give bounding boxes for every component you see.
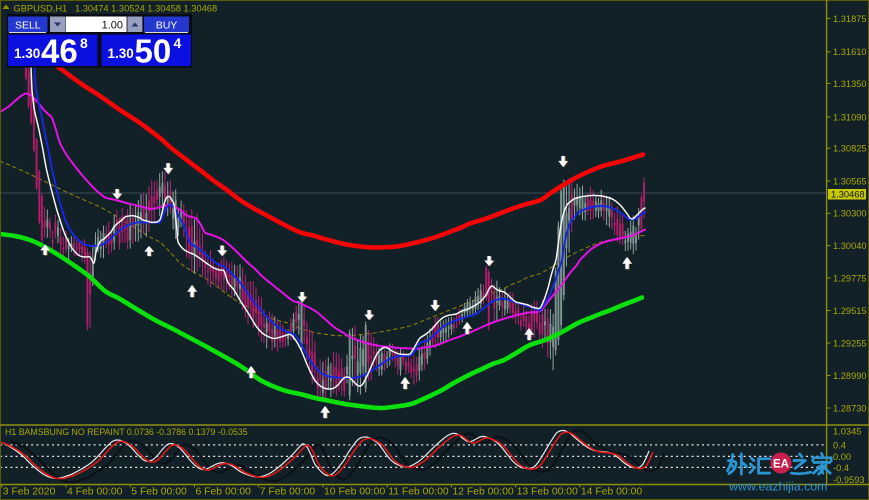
svg-text:1.31875: 1.31875 <box>833 14 867 24</box>
svg-text:4 Feb 00:00: 4 Feb 00:00 <box>67 487 123 498</box>
svg-text:1.29515: 1.29515 <box>833 306 867 316</box>
svg-text:11 Feb 00:00: 11 Feb 00:00 <box>388 487 449 498</box>
svg-text:1.30468: 1.30468 <box>831 190 865 200</box>
svg-text:1.28730: 1.28730 <box>833 403 867 413</box>
svg-text:0.00: 0.00 <box>833 452 851 462</box>
svg-text:7 Feb 00:00: 7 Feb 00:00 <box>260 487 316 498</box>
svg-text:EA: EA <box>773 458 789 470</box>
svg-text:-0.9593: -0.9593 <box>833 475 865 485</box>
svg-text:14 Feb 00:00: 14 Feb 00:00 <box>581 487 642 498</box>
svg-text:50: 50 <box>135 33 172 70</box>
svg-text:1.28990: 1.28990 <box>833 371 867 381</box>
svg-text:1.00: 1.00 <box>102 20 123 32</box>
svg-text:1.31090: 1.31090 <box>833 112 867 122</box>
svg-text:13 Feb 00:00: 13 Feb 00:00 <box>517 487 578 498</box>
svg-text:BUY: BUY <box>156 20 178 32</box>
svg-text:1.30300: 1.30300 <box>833 209 867 219</box>
svg-text:SELL: SELL <box>15 20 41 32</box>
svg-text:-0.4: -0.4 <box>833 463 849 473</box>
svg-text:1.29775: 1.29775 <box>833 273 867 283</box>
svg-text:1.30040: 1.30040 <box>833 241 867 251</box>
svg-text:0.4: 0.4 <box>833 440 846 450</box>
svg-text:H1 BAMSBUNG NO REPAINT 0.073: H1 BAMSBUNG NO REPAINT 0.0736 -0.3786 0.… <box>5 427 248 437</box>
svg-text:1.30: 1.30 <box>14 46 40 61</box>
svg-text:1.30565: 1.30565 <box>833 176 867 186</box>
svg-text:1.31350: 1.31350 <box>833 79 867 89</box>
svg-text:46: 46 <box>41 33 78 70</box>
svg-text:4: 4 <box>174 35 182 51</box>
svg-text:1.0345: 1.0345 <box>833 426 861 436</box>
svg-text:GBPUSD,H1 1.30474 1.30524 1.: GBPUSD,H1 1.30474 1.30524 1.30458 1.3046… <box>14 4 218 14</box>
svg-text:1.30825: 1.30825 <box>833 144 867 154</box>
svg-text:6 Feb 00:00: 6 Feb 00:00 <box>196 487 252 498</box>
svg-text:8: 8 <box>80 35 88 51</box>
svg-text:1.30: 1.30 <box>108 46 134 61</box>
svg-text:1.31610: 1.31610 <box>833 47 867 57</box>
svg-text:5 Feb 00:00: 5 Feb 00:00 <box>131 487 187 498</box>
svg-text:10 Feb 00:00: 10 Feb 00:00 <box>324 487 385 498</box>
svg-text:12 Feb 00:00: 12 Feb 00:00 <box>452 487 513 498</box>
svg-text:1.29255: 1.29255 <box>833 338 867 348</box>
svg-text:www.eazhijia.com: www.eazhijia.com <box>728 480 827 494</box>
svg-text:3 Feb 2020: 3 Feb 2020 <box>3 487 56 498</box>
